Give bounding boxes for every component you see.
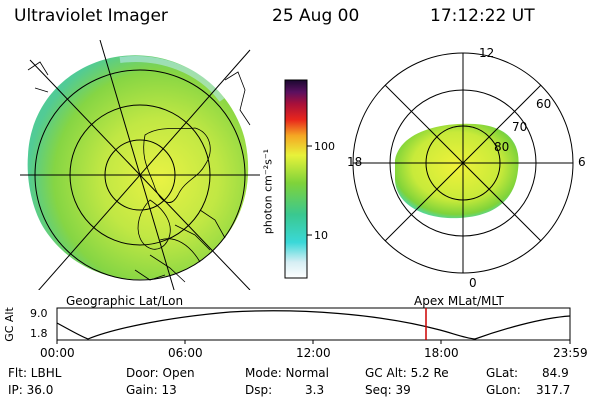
colorbar-unit-label: photon cm⁻²s⁻¹ (261, 148, 275, 235)
orbit-xtick-0600: 06:00 (168, 346, 203, 360)
mlt-label-0: 0 (469, 276, 477, 290)
orbit-ylabel: GC Alt (2, 307, 16, 342)
time-label: 17:12:22 UT (430, 6, 535, 26)
geographic-image (20, 40, 260, 290)
mlt-label-18: 18 (347, 155, 363, 169)
glat-label: GLat: (486, 366, 519, 380)
orbit-xtick-1800: 18:00 (424, 346, 459, 360)
mlt-label-12: 12 (479, 46, 495, 60)
dsp-value: 3.3 (305, 383, 325, 397)
glat-value: 84.9 (542, 366, 569, 380)
polar-plot (352, 52, 574, 274)
orbit-ytick-1-8: 1.8 (30, 327, 48, 340)
seq-info: Seq: 39 (365, 383, 411, 397)
colorbar (284, 79, 308, 279)
right-panel-title: Apex MLat/MLT (414, 294, 504, 308)
mlat-label-70: 70 (512, 120, 528, 134)
orbit-ytick-9: 9.0 (30, 307, 48, 320)
orbit-xtick-1200: 12:00 (296, 346, 331, 360)
date-label: 25 Aug 00 (272, 6, 360, 26)
mlat-label-60: 60 (536, 97, 552, 111)
glon-value: 317.7 (536, 383, 571, 397)
orbit-xtick-0000: 00:00 (40, 346, 75, 360)
app-title: Ultraviolet Imager (14, 6, 168, 26)
left-panel-title: Geographic Lat/Lon (66, 294, 184, 308)
colorbar-tick-10: 10 (314, 229, 328, 242)
dsp-label: Dsp: (245, 383, 273, 397)
glon-label: GLon: (486, 383, 521, 397)
orbit-xtick-2359: 23:59 (553, 346, 588, 360)
mlt-label-6: 6 (578, 155, 586, 169)
mlat-label-80: 80 (494, 140, 510, 154)
gain-info: Gain: 13 (126, 383, 177, 397)
door-info: Door: Open (126, 366, 195, 380)
mode-info: Mode: Normal (245, 366, 329, 380)
colorbar-tick-100: 100 (314, 140, 335, 153)
orbit-altitude-curve (56, 310, 571, 340)
ip-info: IP: 36.0 (8, 383, 54, 397)
orbit-plot (56, 307, 571, 341)
filter-info: Flt: LBHL (8, 366, 62, 380)
gc-alt-info: GC Alt: 5.2 Re (365, 366, 449, 380)
